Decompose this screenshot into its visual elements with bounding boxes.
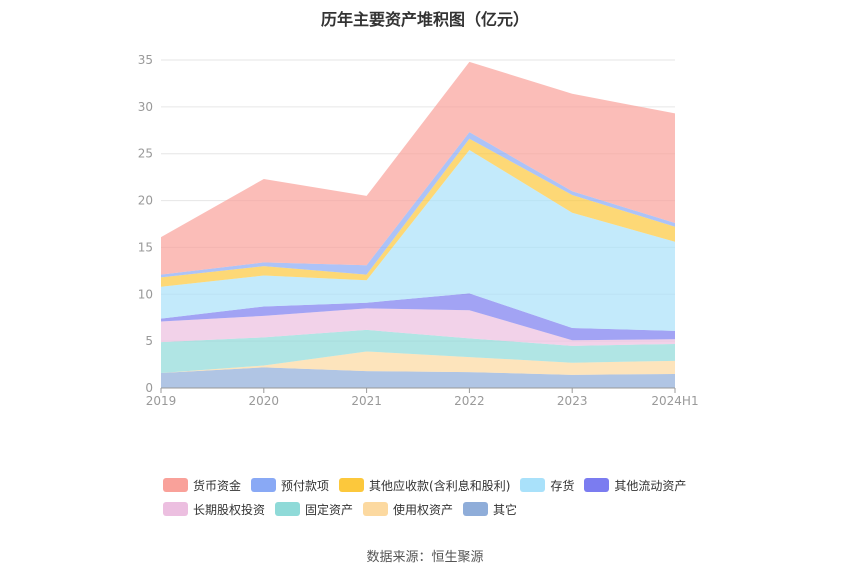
source-note: 数据来源：恒生聚源: [366, 550, 484, 565]
legend-swatch: [584, 478, 610, 492]
legend-row: 长期股权投资 固定资产 使用权资产 其它: [163, 497, 723, 521]
axis-layer: 0 5 10 15 20 25 30 35 2019 2020 2021 2022 2023 2024H1: [138, 53, 699, 408]
legend-item[interactable]: 其它: [463, 501, 517, 518]
y-tick-label: 10: [138, 287, 153, 301]
area-series-0: [161, 367, 675, 388]
legend-label: 预付款项: [281, 478, 330, 493]
legend-label: 长期股权投资: [193, 502, 266, 517]
legend-item[interactable]: 长期股权投资: [163, 501, 265, 518]
y-tick-label: 15: [138, 240, 153, 254]
legend-item[interactable]: 存货: [520, 477, 574, 494]
legend-swatch: [163, 502, 188, 516]
area-series-2: [161, 329, 675, 374]
chart-title: 历年主要资产堆积图（亿元）: [320, 10, 529, 29]
y-tick-label: 20: [138, 194, 153, 208]
legend-label: 其它: [493, 502, 518, 517]
y-tick-label: 5: [145, 334, 153, 348]
legend-item[interactable]: 固定资产: [275, 501, 353, 518]
legend-swatch: [520, 478, 546, 492]
legend-item[interactable]: 其他流动资产: [584, 477, 686, 494]
legend: 货币资金 预付款项 其他应收款(含利息和股利) 存货 其他流动资产 长期股权投资 固定资产…: [163, 473, 723, 521]
area-series-1: [161, 351, 675, 375]
legend-label: 固定资产: [305, 502, 354, 517]
y-tick-label: 0: [145, 381, 153, 395]
y-tick-label: 25: [138, 147, 153, 161]
legend-item[interactable]: 货币资金: [163, 477, 241, 494]
legend-item[interactable]: 使用权资产: [363, 501, 453, 518]
legend-swatch: [275, 502, 301, 516]
legend-item[interactable]: 其他应收款(含利息和股利): [339, 477, 510, 494]
area-series-7: [161, 132, 675, 278]
legend-item[interactable]: 预付款项: [251, 477, 329, 494]
legend-label: 其他应收款(含利息和股利): [369, 478, 511, 493]
area-series-3: [161, 308, 675, 346]
x-tick-label: 2020: [249, 394, 280, 408]
legend-swatch: [251, 478, 277, 492]
legend-label: 存货: [550, 478, 575, 493]
area-series-6: [161, 138, 675, 287]
legend-label: 使用权资产: [393, 502, 454, 517]
legend-label: 其他流动资产: [614, 478, 687, 493]
area-series-4: [161, 293, 675, 341]
area-series-5: [161, 149, 675, 331]
x-tick-label: 2022: [454, 394, 485, 408]
legend-swatch: [163, 478, 188, 492]
legend-swatch: [463, 502, 489, 516]
legend-row: 货币资金 预付款项 其他应收款(含利息和股利) 存货 其他流动资产: [163, 473, 723, 497]
x-tick-label: 2021: [351, 394, 382, 408]
x-tick-label: 2024H1: [651, 394, 698, 408]
area-series-8: [161, 61, 675, 275]
x-tick-label: 2019: [146, 394, 177, 408]
y-tick-label: 35: [138, 53, 153, 67]
x-tick-label: 2023: [557, 394, 588, 408]
area-layer: [161, 61, 675, 388]
y-tick-label: 30: [138, 100, 153, 114]
legend-swatch: [339, 478, 365, 492]
legend-label: 货币资金: [193, 478, 242, 493]
legend-swatch: [363, 502, 389, 516]
